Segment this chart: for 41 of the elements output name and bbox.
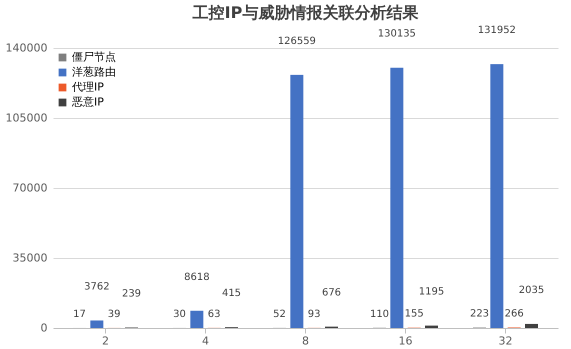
x-tick-label: 8 (302, 334, 309, 348)
data-label: 30 (173, 308, 186, 320)
data-label: 155 (404, 308, 424, 320)
data-label: 239 (122, 288, 142, 300)
data-label: 52 (273, 308, 286, 320)
legend-label: 僵尸节点 (72, 50, 116, 64)
bar (390, 68, 404, 328)
y-tick-label: 140000 (6, 42, 48, 54)
legend-label: 代理IP (71, 80, 104, 94)
bar (190, 310, 204, 328)
data-label: 110 (370, 308, 390, 320)
data-label: 2035 (518, 284, 544, 296)
data-label: 17 (73, 308, 86, 320)
chart-title: 工控IP与威胁情报关联分析结果 (192, 3, 420, 22)
y-tick-label: 0 (40, 322, 48, 334)
data-label: 266 (504, 308, 524, 320)
data-label: 415 (222, 288, 242, 300)
data-label: 39 (108, 308, 121, 320)
data-label: 130135 (378, 28, 416, 40)
data-label: 131952 (478, 25, 516, 36)
x-tick-label: 16 (398, 334, 412, 348)
bar (290, 74, 304, 328)
data-label: 676 (322, 288, 342, 299)
data-label: 8618 (184, 272, 210, 283)
y-tick-label: 70000 (12, 182, 48, 194)
bar (490, 64, 504, 328)
y-tick-label: 35000 (12, 252, 48, 264)
data-label: 3762 (84, 281, 110, 292)
legend-label: 洋葱路由 (72, 66, 116, 78)
x-tick-label: 32 (498, 334, 512, 348)
data-label: 93 (308, 308, 321, 320)
data-label: 63 (208, 308, 221, 320)
data-label: 126559 (278, 36, 316, 47)
legend-label: 恶意IP (71, 96, 104, 108)
data-label: 223 (470, 308, 490, 320)
x-tick-label: 4 (202, 334, 209, 348)
y-tick-label: 105000 (6, 112, 48, 124)
bar (525, 324, 538, 328)
x-tick-label: 2 (102, 334, 109, 348)
data-label: 1195 (418, 286, 444, 298)
bar (90, 320, 104, 328)
